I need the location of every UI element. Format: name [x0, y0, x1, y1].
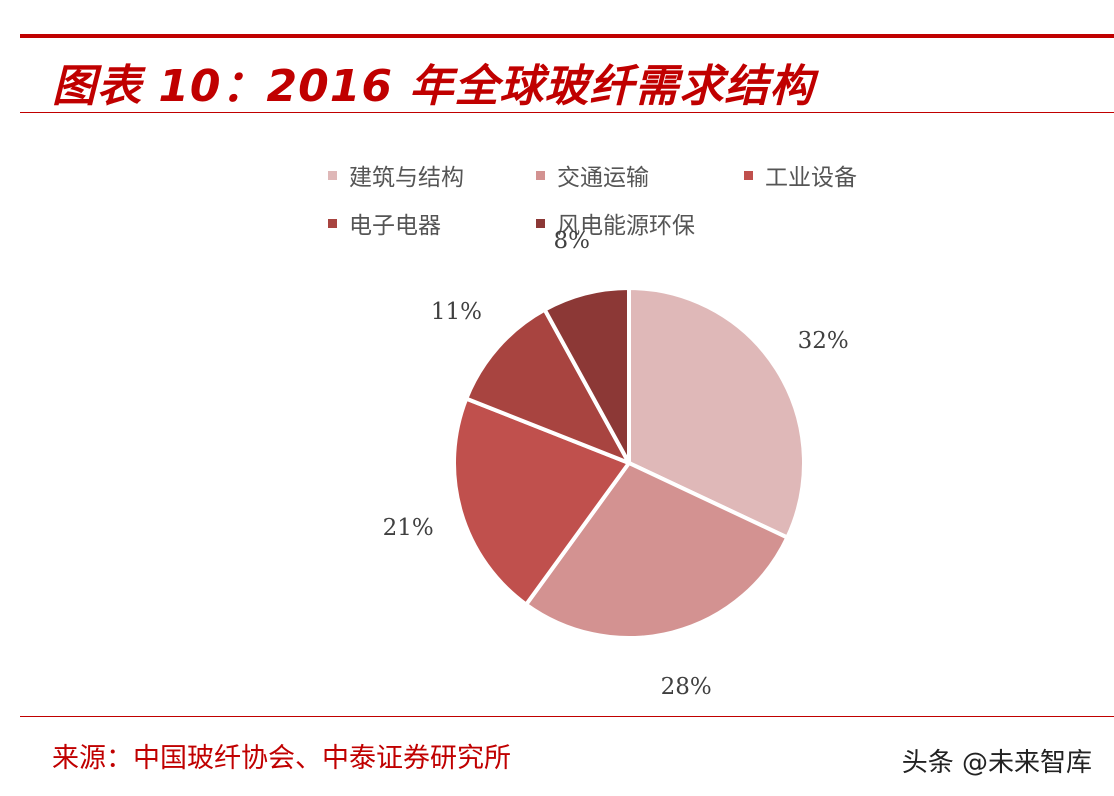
legend-label: 工业设备 — [765, 165, 857, 191]
pie-slice — [627, 285, 806, 541]
top-rule — [20, 34, 1114, 38]
chart-title: 图表 10：2016 年全球玻纤需求结构 — [52, 61, 815, 112]
legend-swatch — [328, 170, 337, 180]
legend-swatch — [536, 170, 545, 180]
legend-item: 电子电器 — [328, 206, 441, 240]
legend-swatch — [536, 218, 545, 228]
bottom-rule — [20, 716, 1114, 717]
legend-label: 交通运输 — [557, 165, 649, 191]
title-rule — [20, 112, 1114, 113]
data-label: 11% — [431, 299, 482, 325]
data-label: 21% — [383, 515, 434, 541]
legend-item: 交通运输 — [536, 158, 649, 192]
legend-label: 风电能源环保 — [557, 213, 695, 239]
data-label: 8% — [554, 228, 591, 254]
pie-slice — [452, 395, 633, 608]
pie-slice — [463, 306, 634, 467]
data-label: 32% — [798, 328, 849, 354]
legend-item: 建筑与结构 — [328, 158, 464, 192]
pie-slice — [541, 285, 631, 464]
data-label: 28% — [661, 674, 712, 700]
legend-label: 电子电器 — [349, 213, 441, 239]
pie-slice — [523, 460, 791, 640]
watermark: 头条 @未来智库 — [901, 748, 1092, 778]
legend-label: 建筑与结构 — [349, 165, 464, 191]
legend-swatch — [744, 170, 753, 180]
legend-item: 风电能源环保 — [536, 206, 695, 240]
legend-swatch — [328, 218, 337, 228]
legend-item: 工业设备 — [744, 158, 857, 192]
source-note: 来源：中国玻纤协会、中泰证券研究所 — [52, 743, 511, 774]
